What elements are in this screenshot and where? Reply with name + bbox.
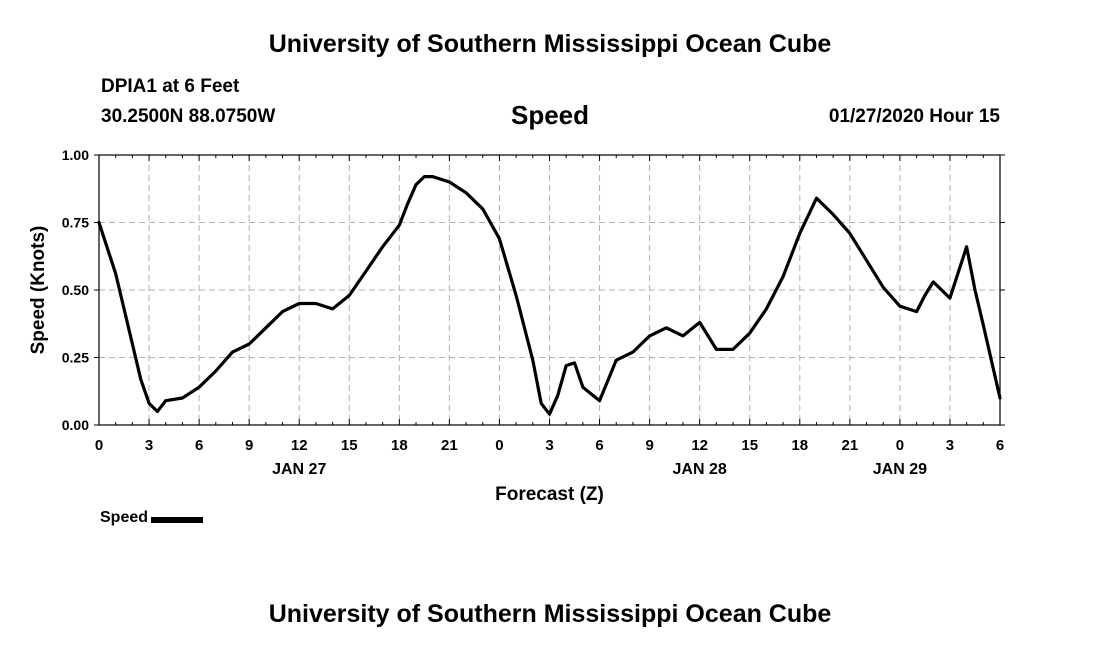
x-tick-label: 9: [245, 437, 253, 454]
legend-label: Speed: [100, 509, 149, 526]
series-line-speed: [97, 175, 1002, 416]
date-label: JAN 27: [272, 461, 326, 478]
y-tick-label: 0.25: [62, 350, 89, 366]
x-tick-label: 3: [545, 437, 553, 454]
x-tick-label: 6: [595, 437, 603, 454]
y-tick-label: 1.00: [62, 147, 89, 163]
x-tick-label: 21: [841, 437, 858, 454]
date-label: JAN 28: [673, 461, 727, 478]
y-tick-label: 0.00: [62, 417, 89, 433]
x-tick-label: 18: [391, 437, 408, 454]
x-tick-label: 3: [946, 437, 954, 454]
y-axis-title: Speed (Knots): [28, 226, 49, 355]
x-tick-label: 15: [341, 437, 358, 454]
x-tick-label: 12: [291, 437, 308, 454]
x-tick-label: 3: [145, 437, 153, 454]
x-axis-title: Forecast (Z): [495, 484, 604, 505]
y-tick-label: 0.75: [62, 215, 89, 231]
coordinates-label: 30.2500N 88.0750W: [101, 106, 276, 127]
y-tick-label: 0.50: [62, 282, 89, 298]
run-time-label: 01/27/2020 Hour 15: [828, 106, 1000, 127]
legend-swatch: [151, 516, 204, 523]
x-tick-label: 6: [996, 437, 1004, 454]
chart-header-title: University of Southern Mississippi Ocean…: [268, 30, 832, 58]
x-tick-label: 15: [741, 437, 758, 454]
x-tick-label: 21: [441, 437, 458, 454]
x-tick-label: 0: [495, 437, 503, 454]
chart-variable-title: Speed: [510, 100, 590, 130]
date-label: JAN 29: [873, 461, 927, 478]
x-tick-label: 0: [95, 437, 103, 454]
x-tick-label: 9: [645, 437, 653, 454]
x-tick-label: 12: [691, 437, 708, 454]
legend: Speed: [100, 509, 204, 527]
x-tick-label: 6: [195, 437, 203, 454]
x-tick-label: 0: [896, 437, 904, 454]
chart-footer-title: University of Southern Mississippi Ocean…: [268, 600, 832, 628]
x-tick-label: 18: [791, 437, 808, 454]
station-label: DPIA1 at 6 Feet: [101, 76, 240, 97]
